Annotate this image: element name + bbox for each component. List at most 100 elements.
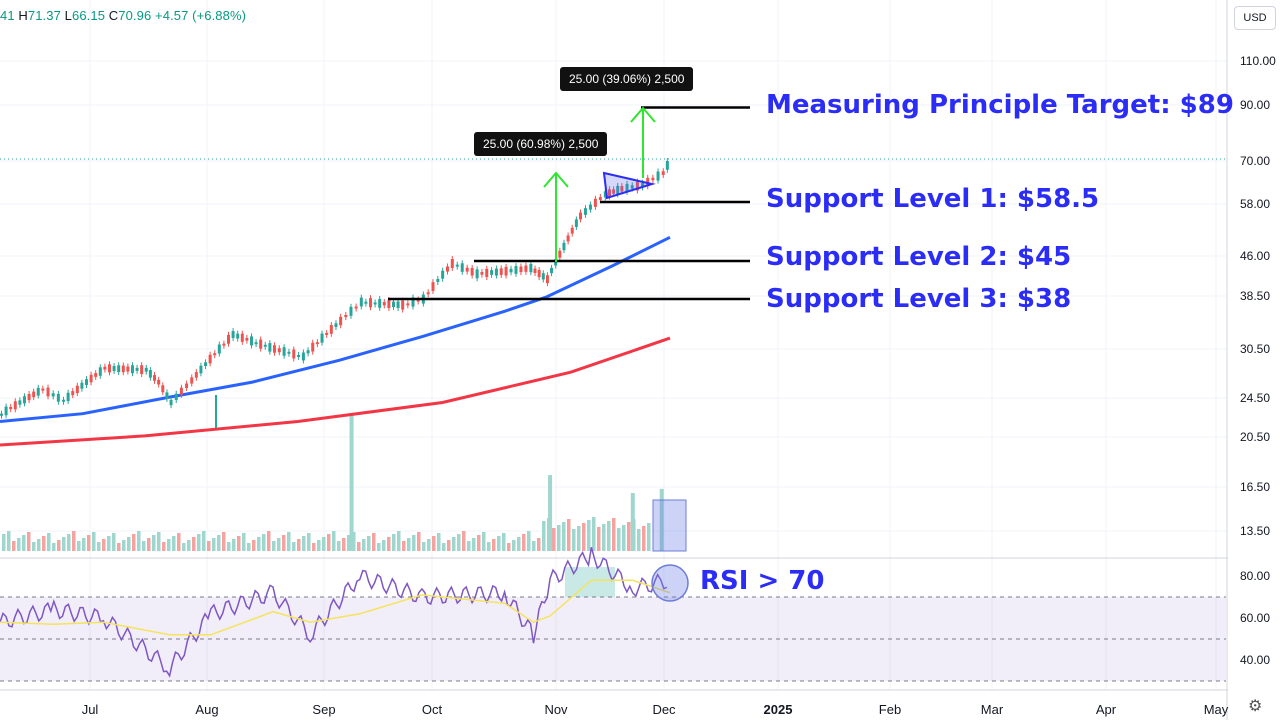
y-tick-label: 20.50: [1240, 430, 1270, 444]
candle-body: [94, 373, 98, 377]
volume-bar: [647, 523, 651, 551]
candle-body: [245, 337, 249, 341]
candle-body: [436, 278, 440, 283]
candle-body: [630, 185, 634, 189]
rsi-tick-label: 60.00: [1240, 611, 1270, 625]
candle-body: [382, 301, 386, 306]
candle-body: [311, 342, 315, 352]
candle-body: [445, 266, 449, 272]
volume-bar: [417, 532, 421, 551]
candle-body: [130, 365, 134, 374]
candle-body: [480, 272, 484, 275]
volume-bar: [502, 533, 506, 551]
volume-bar: [422, 542, 426, 551]
candle-body: [190, 377, 194, 384]
candle-body: [558, 250, 562, 258]
volume-bar: [97, 542, 101, 551]
volume-bar: [482, 532, 486, 551]
gear-icon[interactable]: ⚙: [1248, 698, 1263, 715]
candle-body: [213, 353, 217, 356]
volume-bar: [232, 539, 236, 551]
candle-body: [107, 364, 111, 373]
candle-body: [41, 388, 45, 391]
rsi-tick-label: 80.00: [1240, 569, 1270, 583]
candle-body: [4, 406, 8, 416]
candle-body: [0, 413, 3, 416]
volume-bar: [237, 536, 241, 551]
volume-bar: [457, 534, 461, 551]
volume-bar: [372, 533, 376, 551]
volume-bar: [582, 523, 586, 551]
volume-bar: [537, 538, 541, 551]
candle-body: [485, 268, 489, 278]
candle-body: [661, 171, 665, 175]
candle-body: [598, 197, 602, 201]
ohlc-high: 71.37: [27, 8, 61, 23]
ohlc-high-key: H: [18, 8, 28, 23]
candle-body: [339, 316, 343, 326]
candle-body: [89, 374, 93, 383]
candle-body: [545, 275, 549, 284]
volume-bar: [577, 526, 581, 551]
candle-body: [334, 323, 338, 327]
candle-body: [635, 181, 639, 191]
volume-bar: [387, 537, 391, 551]
candle-body: [126, 366, 130, 372]
candle-body: [607, 189, 611, 197]
volume-bar: [432, 536, 436, 551]
candle-body: [199, 365, 203, 374]
volume-bar: [77, 541, 81, 551]
candle-body: [75, 385, 79, 394]
volume-bar: [82, 538, 86, 551]
candle-body: [550, 267, 554, 274]
candle-body: [121, 365, 125, 373]
volume-bar: [117, 543, 121, 551]
volume-bar: [282, 535, 286, 551]
volume-bar: [597, 527, 601, 551]
volume-bar: [252, 540, 256, 551]
volume-bar: [52, 543, 56, 551]
volume-bar: [412, 535, 416, 551]
volume-bar: [437, 533, 441, 551]
volume-bar: [197, 534, 201, 551]
rsi-band: [0, 597, 1226, 681]
candle-body: [450, 259, 454, 268]
volume-bar: [332, 531, 336, 551]
volume-bar: [212, 538, 216, 551]
candle-body: [494, 268, 498, 276]
candle-body: [268, 343, 272, 352]
volume-bar: [37, 539, 41, 551]
candle-body: [460, 263, 464, 272]
support-3-annotation: Support Level 3: $38: [766, 284, 1072, 314]
volume-bar: [567, 519, 571, 551]
candle-body: [144, 367, 148, 372]
volume-bar: [592, 517, 596, 551]
candle-body: [272, 345, 276, 353]
volume-bar: [392, 534, 396, 551]
candle-body: [465, 267, 469, 272]
volume-bar: [177, 533, 181, 551]
ohlc-legend: 41 H71.37 L66.15 C70.96 +4.57 (+6.88%): [0, 8, 246, 23]
y-tick-label: 70.00: [1240, 154, 1270, 168]
volume-bar: [587, 520, 591, 551]
volume-bar: [467, 541, 471, 551]
currency-selector[interactable]: USD: [1234, 6, 1276, 30]
candle-body: [161, 385, 165, 393]
volume-bar: [167, 539, 171, 551]
y-tick-label: 30.50: [1240, 342, 1270, 356]
candle-body: [373, 302, 377, 305]
candle-body: [71, 391, 75, 396]
volume-bar: [62, 537, 66, 551]
volume-bar: [622, 525, 626, 551]
candle-body: [665, 161, 669, 170]
candle-body: [117, 365, 121, 373]
volume-bar: [182, 543, 186, 551]
volume-bar: [92, 532, 96, 551]
support-2-annotation: Support Level 2: $45: [766, 242, 1072, 272]
candle-body: [364, 301, 368, 304]
volume-bar: [187, 540, 191, 551]
candle-body: [277, 348, 281, 353]
volume-bar: [137, 531, 141, 551]
